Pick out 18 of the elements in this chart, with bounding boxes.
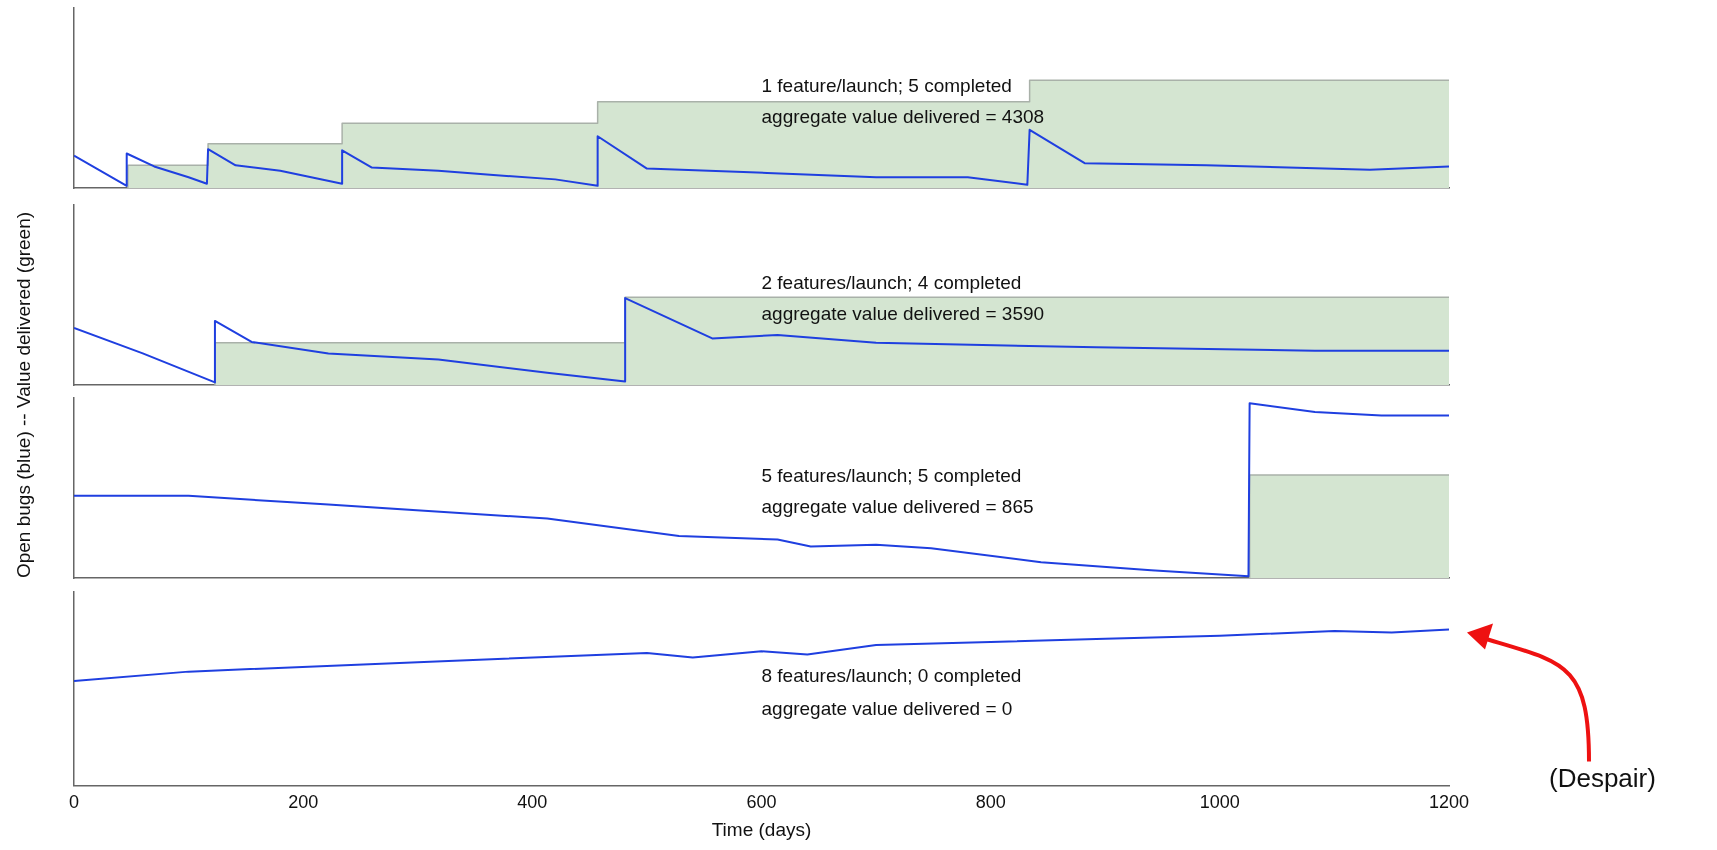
annotation: 8 features/launch; 0 completed <box>761 665 1022 687</box>
annotation: aggregate value delivered = 4308 <box>761 106 1045 128</box>
x-tick-label: 600 <box>746 792 777 813</box>
annotation: aggregate value delivered = 865 <box>761 496 1034 518</box>
annotation: 5 features/launch; 5 completed <box>761 465 1022 487</box>
annotation: aggregate value delivered = 3590 <box>761 303 1045 325</box>
x-tick-label: 1200 <box>1428 792 1470 813</box>
x-tick-label: 200 <box>288 792 319 813</box>
x-tick-label: 0 <box>68 792 80 813</box>
annotation: aggregate value delivered = 0 <box>761 698 1013 720</box>
x-tick-label: 800 <box>975 792 1006 813</box>
text: (Despair) <box>1549 762 1656 793</box>
annotation: 1 feature/launch; 5 completed <box>761 75 1012 97</box>
x-tick-label: 400 <box>517 792 548 813</box>
x-axis-title: Time (days) <box>711 818 812 840</box>
x-tick-label: 1000 <box>1199 792 1240 813</box>
y-axis-title: Open bugs (blue) -- Value delivered (green) <box>13 211 35 579</box>
text: 2 features/launch; 4 completed <box>761 272 1022 294</box>
